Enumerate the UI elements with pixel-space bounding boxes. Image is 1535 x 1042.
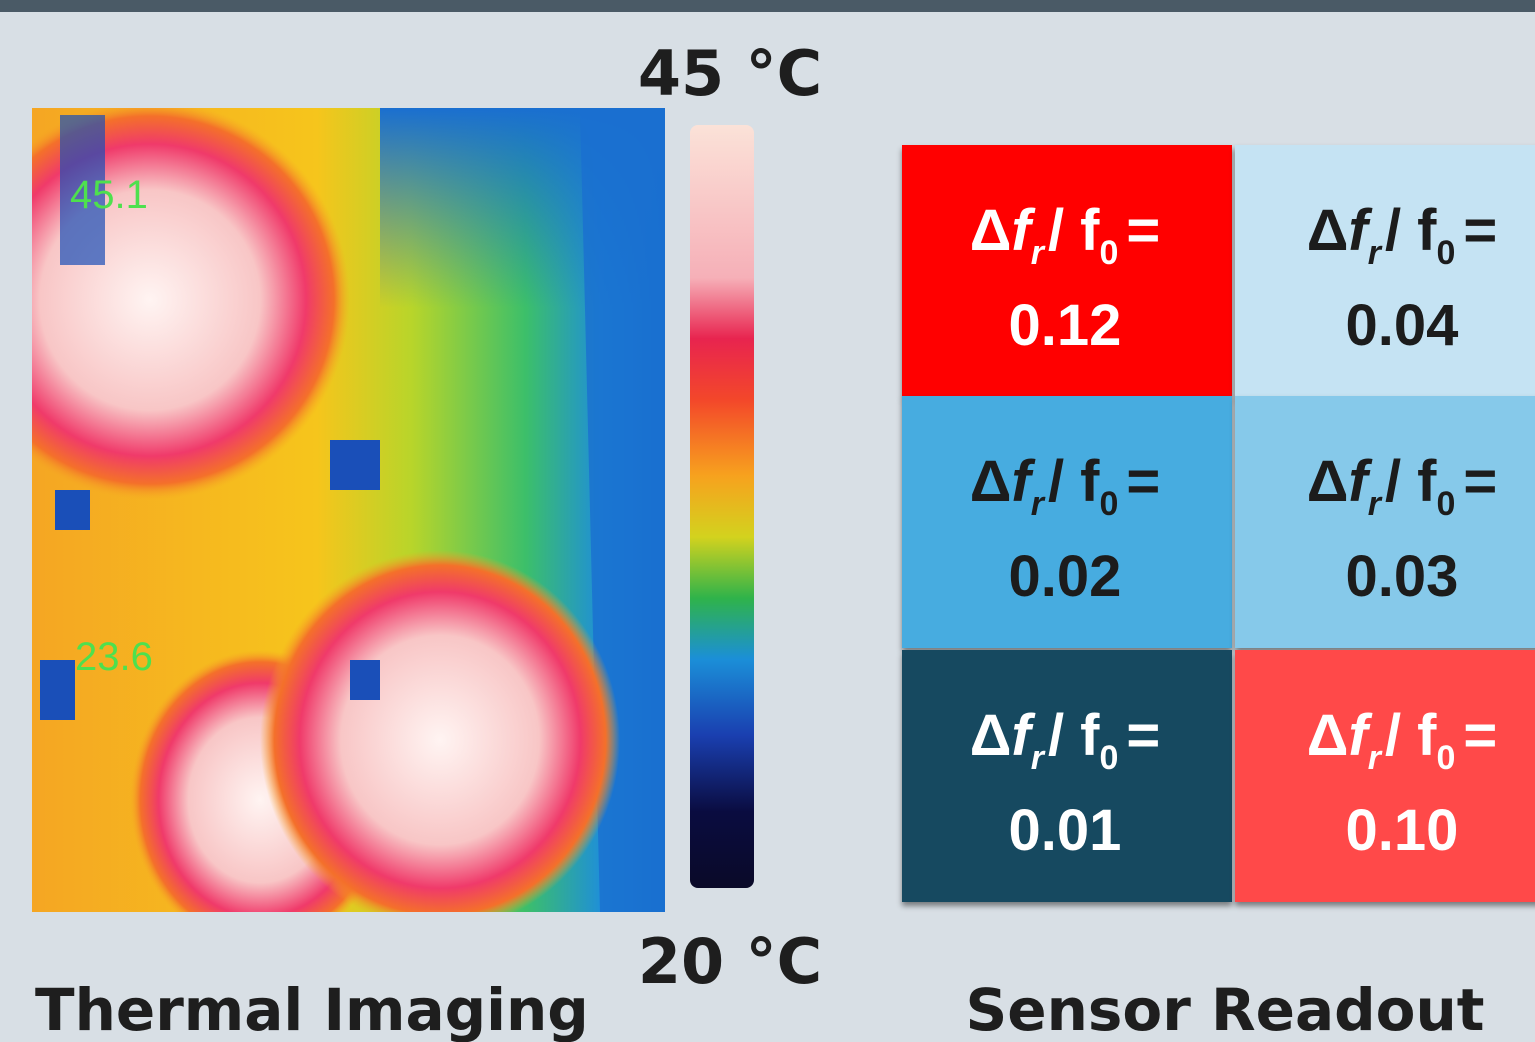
cell-value: 0.02 <box>1009 544 1122 609</box>
label-part: 0 <box>1100 739 1119 777</box>
label-part: = <box>1463 449 1497 514</box>
label-part: 0 <box>1100 234 1119 272</box>
cell-value: 0.01 <box>1009 798 1122 863</box>
label-part: r <box>1031 485 1046 523</box>
spot-label: 45.1 <box>70 173 148 217</box>
readout-grid: Δfr/ f0=0.12Δfr/ f0=0.04Δfr/ f0=0.02Δfr/… <box>902 145 1535 902</box>
thermal-title: Thermal Imaging <box>35 976 589 1042</box>
label-part: 0 <box>1437 485 1456 523</box>
label-part: = <box>1126 449 1160 514</box>
label-part: Δ <box>970 449 1012 514</box>
label-part: = <box>1463 703 1497 768</box>
label-part: r <box>1368 485 1383 523</box>
cell-background <box>1235 396 1535 648</box>
top-bar <box>0 0 1535 12</box>
label-part: r <box>1368 234 1383 272</box>
label-part: / f <box>1048 703 1100 768</box>
label-part: r <box>1031 739 1046 777</box>
cell-background <box>902 396 1232 648</box>
thermal-image: 45.1 23.6 <box>0 100 665 950</box>
cell-background <box>902 650 1232 902</box>
label-part: Δ <box>1307 198 1349 263</box>
cell-label: Δfr/ f0= <box>970 198 1161 272</box>
label-part: / f <box>1048 449 1100 514</box>
cell-value: 0.10 <box>1346 798 1459 863</box>
cell-value: 0.04 <box>1346 293 1459 358</box>
label-part: 0 <box>1437 234 1456 272</box>
scale-min: 20 °C <box>638 925 822 998</box>
cell-label: Δfr/ f0= <box>1307 703 1498 777</box>
label-part: Δ <box>1307 449 1349 514</box>
cell-label: Δfr/ f0= <box>970 449 1161 523</box>
label-part: = <box>1126 198 1160 263</box>
cell-background <box>1235 650 1535 902</box>
label-part: r <box>1031 234 1046 272</box>
page: 45.1 23.6 45 °C 20 °C Thermal Imaging Se… <box>0 0 1535 1042</box>
label-part: r <box>1368 739 1383 777</box>
readout-cell: Δfr/ f0= 0.10 <box>1235 650 1535 902</box>
cell-background <box>902 145 1232 397</box>
figure: 45.1 23.6 45 °C 20 °C Thermal Imaging Se… <box>0 0 1535 1042</box>
colorbar <box>690 125 754 888</box>
cell-value: 0.03 <box>1346 544 1459 609</box>
readout-cell: Δfr/ f0= 0.03 <box>1235 396 1535 648</box>
readout-cell: Δfr/ f0= 0.12 <box>902 145 1232 397</box>
readout-cell: Δfr/ f0= 0.02 <box>902 396 1232 648</box>
cell-label: Δfr/ f0= <box>970 703 1161 777</box>
readout-title: Sensor Readout <box>965 976 1484 1042</box>
spot-label: 23.6 <box>75 635 153 679</box>
label-part: / f <box>1385 449 1437 514</box>
label-part: = <box>1463 198 1497 263</box>
cell-value: 0.12 <box>1009 293 1122 358</box>
scale-max: 45 °C <box>638 37 822 110</box>
readout-cell: Δfr/ f0= 0.04 <box>1235 145 1535 397</box>
label-part: Δ <box>1307 703 1349 768</box>
label-part: Δ <box>970 703 1012 768</box>
label-part: / f <box>1385 198 1437 263</box>
cell-background <box>1235 145 1535 397</box>
label-part: Δ <box>970 198 1012 263</box>
label-part: 0 <box>1437 739 1456 777</box>
label-part: / f <box>1385 703 1437 768</box>
label-part: 0 <box>1100 485 1119 523</box>
readout-cell: Δfr/ f0= 0.01 <box>902 650 1232 902</box>
cell-label: Δfr/ f0= <box>1307 198 1498 272</box>
label-part: = <box>1126 703 1160 768</box>
label-part: / f <box>1048 198 1100 263</box>
cell-label: Δfr/ f0= <box>1307 449 1498 523</box>
